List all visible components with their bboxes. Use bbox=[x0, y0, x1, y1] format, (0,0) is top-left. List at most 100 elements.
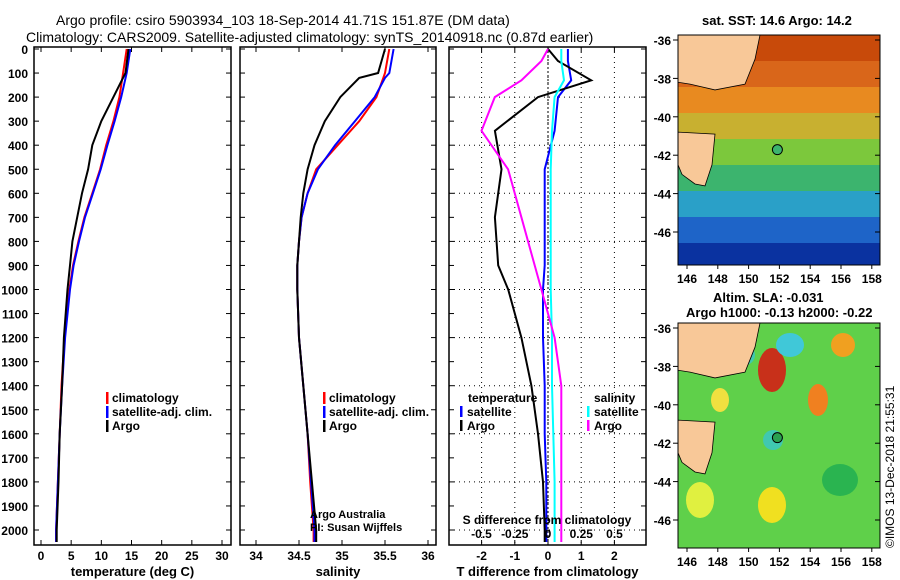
legend-marker bbox=[587, 406, 590, 417]
lon-tick-label: 146 bbox=[677, 555, 697, 569]
legend-label: climatology bbox=[112, 391, 179, 405]
depth-tick-label: 1500 bbox=[1, 404, 28, 418]
legend-label: satellite-adj. clim. bbox=[329, 405, 429, 419]
legend-label: Argo bbox=[329, 419, 357, 433]
x-tick-label: 25 bbox=[185, 549, 199, 563]
lat-tick-label: -44 bbox=[654, 476, 672, 490]
x-tick-label: 5 bbox=[68, 549, 75, 563]
lon-tick-label: 158 bbox=[862, 555, 882, 569]
lat-tick-label: -40 bbox=[654, 399, 672, 413]
legend-label: Argo bbox=[467, 419, 495, 433]
sla-map bbox=[673, 322, 881, 552]
depth-tick-label: 1000 bbox=[1, 284, 28, 298]
x-tick-label: 2 bbox=[611, 549, 618, 563]
x2-tick-label: -0.25 bbox=[501, 527, 529, 541]
map-field bbox=[678, 35, 880, 265]
depth-tick-label: 1400 bbox=[1, 380, 28, 394]
lon-tick-label: 148 bbox=[708, 555, 728, 569]
lon-tick-label: 154 bbox=[800, 272, 820, 286]
credit-text: PI: Susan Wijffels bbox=[310, 522, 402, 534]
sla-map-subtitle: Argo h1000: -0.13 h2000: -0.22 bbox=[686, 305, 873, 320]
sla-anomaly-blob bbox=[822, 464, 858, 496]
tasmania-land bbox=[678, 419, 716, 475]
series-line-argo bbox=[55, 48, 130, 542]
x-tick-label: 0 bbox=[38, 549, 45, 563]
credit-text: Argo Australia bbox=[310, 509, 386, 521]
lon-tick-label: 150 bbox=[739, 555, 759, 569]
sla-anomaly-blob bbox=[758, 348, 786, 392]
legend-marker bbox=[106, 406, 109, 418]
argo-float-marker bbox=[771, 432, 783, 444]
lat-tick-label: -46 bbox=[654, 226, 672, 240]
depth-tick-label: 1600 bbox=[1, 428, 28, 442]
depth-tick-label: 2000 bbox=[1, 524, 28, 538]
lat-tick-label: -46 bbox=[654, 514, 672, 528]
legend-marker bbox=[587, 420, 590, 431]
lon-tick-label: 152 bbox=[769, 555, 789, 569]
lat-tick-label: -38 bbox=[654, 72, 672, 86]
plot-frame-1 bbox=[239, 46, 437, 546]
sla-anomaly-blob bbox=[711, 388, 729, 412]
depth-tick-label: 300 bbox=[8, 115, 28, 129]
legend-marker bbox=[323, 420, 326, 432]
series-line-salinity-satellite bbox=[549, 49, 566, 542]
x-tick-label: 34 bbox=[249, 549, 263, 563]
figure-title-line2: Climatology: CARS2009. Satellite-adjuste… bbox=[26, 29, 594, 45]
x-tick-label: 35.5 bbox=[373, 549, 397, 563]
x-tick-label: 35 bbox=[335, 549, 349, 563]
sla-anomaly-blob bbox=[686, 482, 714, 518]
lat-tick-label: -36 bbox=[654, 322, 672, 336]
x-tick-label: -1 bbox=[509, 549, 520, 563]
lat-tick-label: -38 bbox=[654, 360, 672, 374]
sst-map bbox=[673, 34, 881, 269]
depth-tick-label: 400 bbox=[8, 139, 28, 153]
argo-float-marker bbox=[771, 144, 783, 156]
lat-tick-label: -40 bbox=[654, 111, 672, 125]
legend-marker bbox=[323, 392, 326, 404]
depth-tick-label: 800 bbox=[8, 235, 28, 249]
lon-tick-label: 152 bbox=[769, 272, 789, 286]
legend-title-salinity: salinity bbox=[594, 391, 636, 405]
series-line-salinity-argo bbox=[480, 48, 563, 542]
legend-title-temperature: temperature bbox=[468, 391, 538, 405]
lon-tick-label: 156 bbox=[831, 272, 851, 286]
x-tick-label: 0 bbox=[545, 549, 552, 563]
lon-tick-label: 148 bbox=[708, 272, 728, 286]
depth-tick-label: 1800 bbox=[1, 476, 28, 490]
legend-marker bbox=[106, 392, 109, 404]
depth-tick-label: 1300 bbox=[1, 356, 28, 370]
sst-map-title: sat. SST: 14.6 Argo: 14.2 bbox=[702, 13, 852, 28]
lon-tick-label: 150 bbox=[739, 272, 759, 286]
lon-tick-label: 158 bbox=[862, 272, 882, 286]
x-tick-label: 34.5 bbox=[287, 549, 311, 563]
x2-axis-label: S difference from climatology bbox=[463, 513, 632, 527]
legend-marker bbox=[460, 420, 463, 431]
legend-label: Argo bbox=[594, 419, 622, 433]
depth-tick-label: 100 bbox=[8, 67, 28, 81]
sst-color-band bbox=[678, 191, 880, 218]
legend-marker bbox=[323, 406, 326, 418]
depth-tick-label: 200 bbox=[8, 91, 28, 105]
lon-tick-label: 156 bbox=[831, 555, 851, 569]
lat-tick-label: -36 bbox=[654, 34, 672, 48]
x-tick-label: 30 bbox=[215, 549, 229, 563]
x-tick-label: 36 bbox=[421, 549, 435, 563]
x-tick-label: 15 bbox=[125, 549, 139, 563]
depth-tick-label: 600 bbox=[8, 187, 28, 201]
sla-anomaly-blob bbox=[776, 333, 804, 357]
lat-tick-label: -42 bbox=[654, 149, 672, 163]
mainland-land bbox=[678, 35, 761, 91]
legend-marker bbox=[106, 420, 109, 432]
plot-frame-0 bbox=[33, 46, 232, 546]
lat-tick-label: -44 bbox=[654, 188, 672, 202]
legend-label: satellite bbox=[467, 405, 512, 419]
depth-tick-label: 1100 bbox=[2, 308, 28, 322]
legend-marker bbox=[460, 406, 463, 417]
lon-tick-label: 146 bbox=[677, 272, 697, 286]
sla-anomaly-blob bbox=[758, 487, 786, 523]
x-tick-label: -2 bbox=[476, 549, 487, 563]
series-line-temperature-argo bbox=[493, 48, 594, 542]
depth-tick-label: 1700 bbox=[1, 452, 28, 466]
